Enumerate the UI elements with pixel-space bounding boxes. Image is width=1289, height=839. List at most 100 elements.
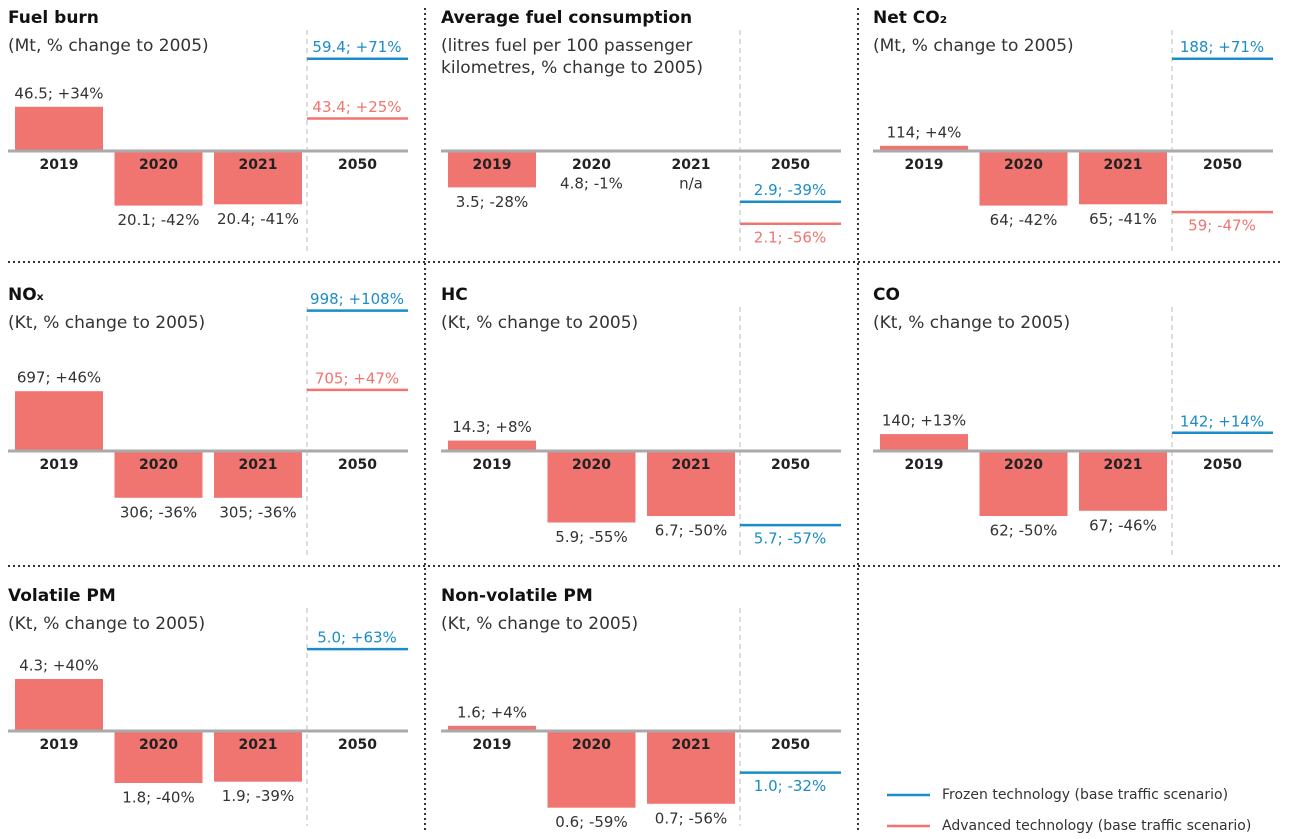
value-label: 67; -46%	[1089, 516, 1157, 534]
value-label: 1.8; -40%	[122, 789, 194, 807]
category-label: 2021	[1104, 157, 1143, 173]
frozen-label: 59.4; +71%	[312, 38, 401, 56]
category-label: 2021	[672, 457, 711, 473]
category-label: 2020	[139, 457, 178, 473]
frozen-label: 5.0; +63%	[317, 629, 397, 647]
bar	[547, 731, 636, 808]
panel-title: Volatile PM	[8, 586, 116, 606]
category-label: 2021	[239, 157, 278, 173]
bar	[114, 731, 203, 783]
category-label: 2020	[1004, 457, 1043, 473]
category-label: 2019	[40, 157, 79, 173]
value-label: 5.9; -55%	[555, 528, 627, 546]
panel-subtitle: (Mt, % change to 2005)	[8, 36, 209, 56]
panel-title: HC	[441, 285, 468, 305]
bar	[15, 391, 103, 451]
frozen-label: 188; +71%	[1180, 38, 1264, 56]
bar	[979, 151, 1068, 206]
frozen-label: 5.7; -57%	[754, 530, 826, 548]
frozen-label: 998; +108%	[310, 290, 404, 308]
value-label: 114; +4%	[887, 123, 962, 141]
bar	[214, 151, 302, 205]
panel-subtitle: (Kt, % change to 2005)	[873, 313, 1071, 333]
category-label: 2050	[1203, 157, 1242, 173]
bar	[114, 451, 203, 498]
category-label: 2050	[338, 157, 377, 173]
panel-subtitle: (Kt, % change to 2005)	[8, 313, 206, 333]
panel-title: Average fuel consumption	[441, 8, 693, 28]
advanced-label: 2.1; -56%	[754, 228, 826, 246]
category-label: 2021	[672, 157, 711, 173]
bar	[114, 151, 203, 206]
value-label: 64; -42%	[990, 211, 1058, 229]
panel-title: Net CO₂	[873, 8, 948, 28]
category-label: 2050	[338, 457, 377, 473]
bar	[15, 679, 103, 731]
category-label: 2020	[572, 457, 611, 473]
category-label: 2019	[40, 737, 79, 753]
panel-title: Non-volatile PM	[441, 586, 593, 606]
category-label: 2021	[672, 737, 711, 753]
category-label: 2020	[139, 737, 178, 753]
bar	[979, 451, 1068, 516]
bar	[15, 106, 103, 151]
frozen-label: 1.0; -32%	[754, 777, 826, 795]
category-label: 2019	[905, 457, 944, 473]
value-label: 697; +46%	[17, 369, 101, 387]
category-label: 2050	[1203, 457, 1242, 473]
legend-label: Advanced technology (base traffic scenar…	[942, 818, 1251, 834]
value-label: 20.4; -41%	[217, 210, 299, 228]
value-label: 305; -36%	[219, 503, 296, 521]
value-label: 4.3; +40%	[19, 657, 99, 675]
bar	[448, 151, 536, 188]
category-label: 2019	[40, 457, 79, 473]
bar	[880, 145, 968, 151]
value-label: 14.3; +8%	[452, 418, 532, 436]
value-label: 0.6; -59%	[555, 813, 627, 831]
category-label: 2050	[338, 737, 377, 753]
panel-title: NOₓ	[8, 285, 44, 305]
value-label: 65; -41%	[1089, 210, 1157, 228]
frozen-label: 2.9; -39%	[754, 181, 826, 199]
category-label: 2021	[239, 457, 278, 473]
bar	[880, 434, 968, 451]
category-label: 2020	[572, 157, 611, 173]
panel-subtitle: (Mt, % change to 2005)	[873, 36, 1074, 56]
category-label: 2019	[473, 157, 512, 173]
category-label: 2021	[239, 737, 278, 753]
value-label: 140; +13%	[882, 412, 966, 430]
bar	[1079, 451, 1167, 511]
category-label: 2019	[473, 457, 512, 473]
legend-label: Frozen technology (base traffic scenario…	[942, 787, 1228, 803]
bar	[547, 451, 636, 523]
panel-subtitle: (Kt, % change to 2005)	[441, 614, 639, 634]
frozen-label: 142; +14%	[1180, 412, 1264, 430]
value-label: 1.9; -39%	[222, 787, 294, 805]
bar	[214, 731, 302, 782]
value-label: 306; -36%	[120, 503, 197, 521]
category-label: 2050	[771, 457, 810, 473]
value-label: 4.8; -1%	[560, 175, 623, 193]
value-label: 6.7; -50%	[655, 522, 727, 540]
panel-subtitle: (litres fuel per 100 passenger kilometre…	[441, 36, 704, 78]
category-label: 2050	[771, 157, 810, 173]
panel-subtitle: (Kt, % change to 2005)	[441, 313, 639, 333]
bar	[214, 451, 302, 498]
value-label: n/a	[679, 175, 703, 193]
value-label: 62; -50%	[990, 522, 1058, 540]
bar	[448, 440, 536, 451]
category-label: 2020	[1004, 157, 1043, 173]
bar	[448, 725, 536, 731]
category-label: 2020	[572, 737, 611, 753]
panel-subtitle: (Kt, % change to 2005)	[8, 614, 206, 634]
advanced-label: 59; -47%	[1188, 217, 1256, 235]
value-label: 46.5; +34%	[14, 84, 103, 102]
bar	[647, 731, 735, 804]
value-label: 0.7; -56%	[655, 809, 727, 827]
category-label: 2019	[473, 737, 512, 753]
category-label: 2050	[771, 737, 810, 753]
value-label: 1.6; +4%	[457, 703, 527, 721]
advanced-label: 43.4; +25%	[312, 98, 401, 116]
